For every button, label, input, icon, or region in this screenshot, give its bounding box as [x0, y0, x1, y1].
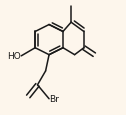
Text: Br: Br — [49, 94, 59, 103]
Text: HO: HO — [7, 52, 21, 61]
